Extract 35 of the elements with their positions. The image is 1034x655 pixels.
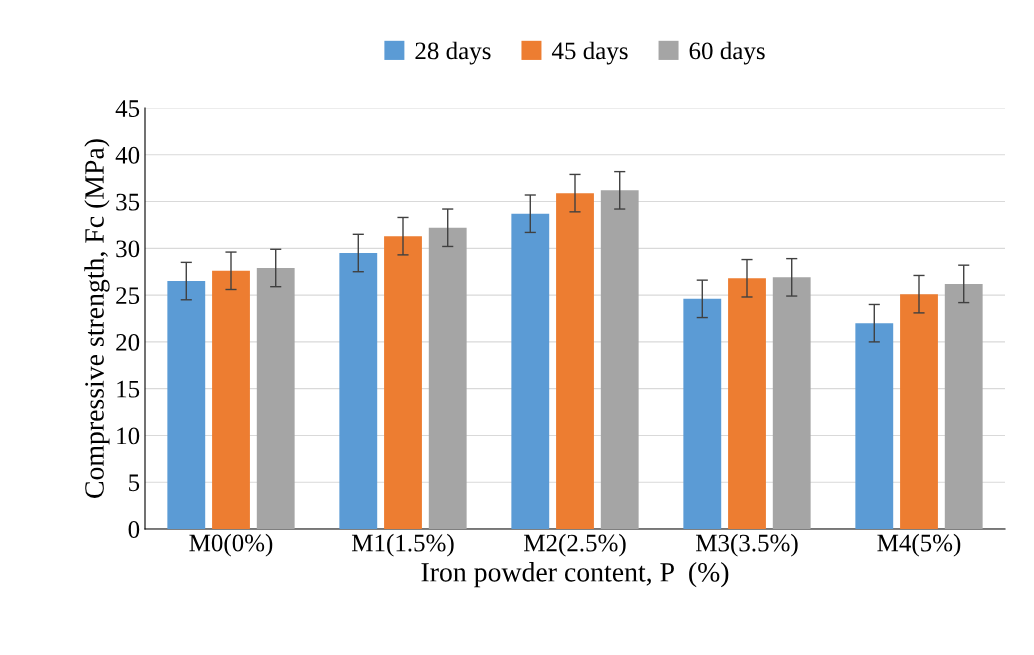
y-axis-title: Compressive strength, Fc (MPa) — [84, 139, 110, 498]
bar — [944, 283, 983, 529]
bar — [772, 277, 811, 529]
bar — [212, 270, 250, 529]
bar — [900, 294, 938, 529]
bar — [256, 267, 295, 529]
bar — [167, 281, 206, 529]
x-tick-label: M3(3.5%) — [695, 533, 798, 557]
bar — [384, 236, 422, 529]
bar — [428, 227, 467, 529]
y-tick-label: 0 — [128, 521, 140, 538]
x-tick-label: M2(2.5%) — [523, 533, 626, 557]
bar — [683, 298, 722, 529]
x-tick-label: M1(1.5%) — [351, 533, 454, 557]
legend-label: 28 days — [415, 41, 491, 65]
y-tick-label: 45 — [115, 100, 140, 117]
x-axis-title: Iron powder content, P (%) — [421, 562, 729, 588]
y-tick-label: 25 — [116, 287, 140, 305]
y-tick-label: 10 — [117, 427, 140, 445]
y-tick-label: 5 — [129, 474, 140, 492]
y-tick-label: 30 — [116, 240, 140, 258]
legend-label: 60 days — [689, 41, 765, 65]
bar — [511, 213, 550, 529]
y-tick-label: 20 — [116, 333, 140, 351]
x-tick-label: M4(5%) — [877, 533, 961, 557]
bar — [339, 253, 378, 529]
bar — [556, 193, 594, 529]
x-tick-label: M0(0%) — [189, 533, 273, 557]
bar — [600, 190, 639, 529]
bar — [728, 278, 766, 529]
y-tick-label: 15 — [117, 380, 140, 398]
legend-label: 45 days — [551, 41, 628, 65]
y-tick-label: 40 — [115, 146, 140, 164]
y-tick-label: 35 — [116, 193, 140, 211]
bar — [855, 323, 894, 529]
